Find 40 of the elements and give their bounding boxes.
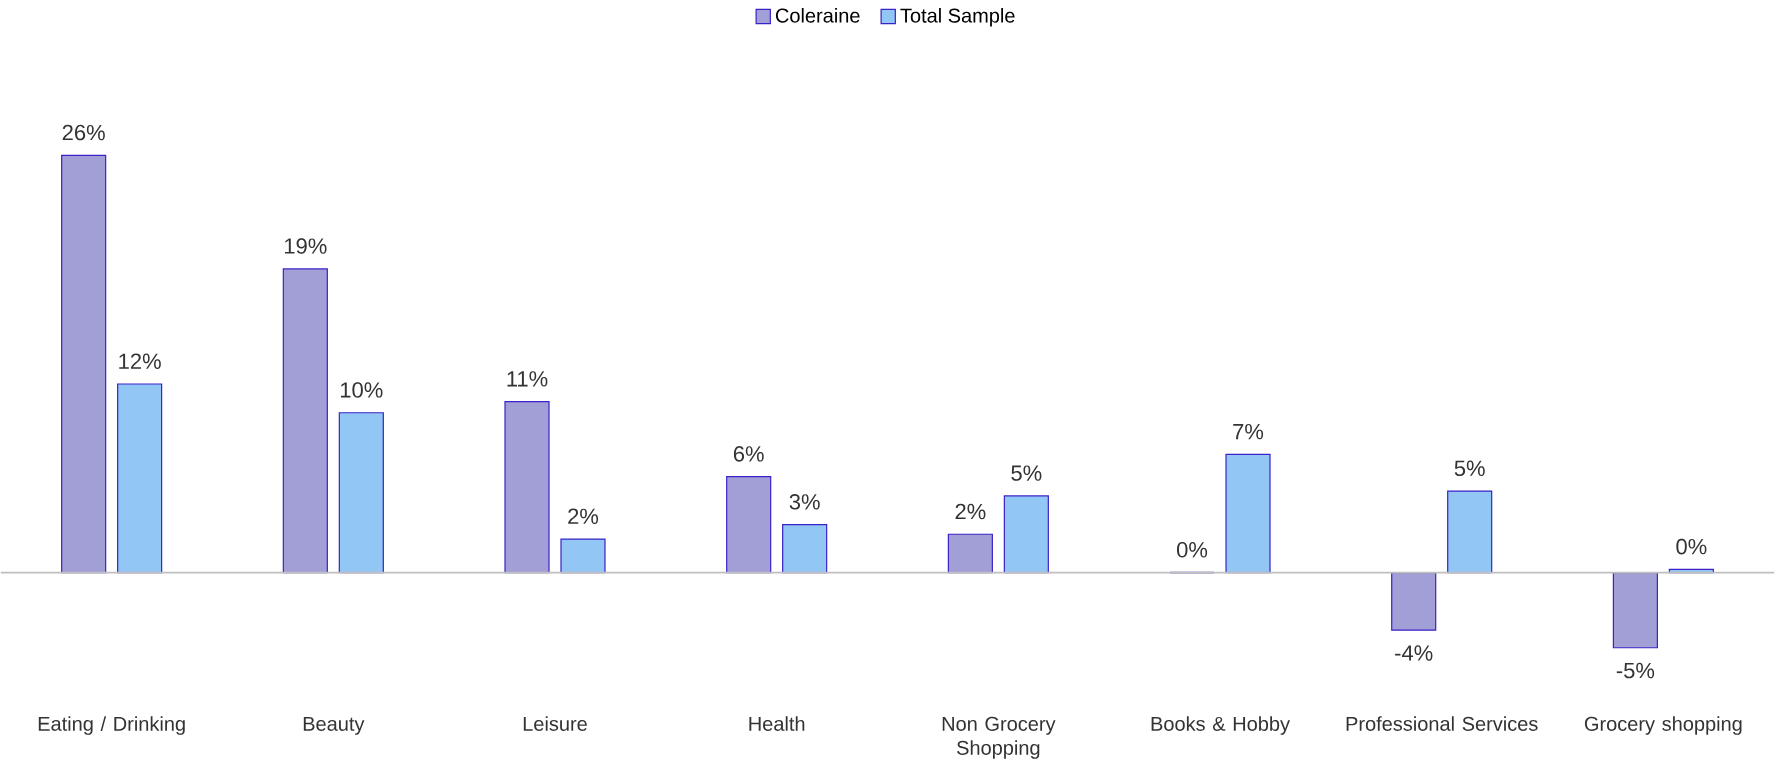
x-tick-label: Leisure bbox=[523, 716, 587, 732]
legend-label: Total Sample bbox=[900, 8, 1015, 27]
data-label: 10% bbox=[340, 382, 383, 398]
data-label: 2% bbox=[568, 508, 599, 525]
bar bbox=[1612, 572, 1658, 649]
data-label: 12% bbox=[119, 353, 161, 370]
data-label: 0% bbox=[1676, 539, 1707, 555]
bar bbox=[1447, 490, 1493, 574]
x-tick-label: Grocery shopping bbox=[1584, 716, 1742, 736]
bar bbox=[282, 268, 328, 574]
x-tick-label: Books & Hobby bbox=[1151, 716, 1290, 736]
bar bbox=[1225, 453, 1271, 574]
bar bbox=[947, 533, 993, 574]
bar bbox=[61, 155, 107, 574]
data-label: 3% bbox=[789, 494, 820, 510]
data-label: 2% bbox=[955, 503, 986, 520]
bar bbox=[726, 476, 772, 574]
data-label: 11% bbox=[507, 371, 548, 387]
data-label: 26% bbox=[62, 125, 105, 141]
data-label: 5% bbox=[1011, 465, 1042, 482]
legend-label: Coleraine bbox=[775, 8, 860, 23]
bar bbox=[782, 524, 828, 574]
data-label: 6% bbox=[733, 446, 764, 462]
bar bbox=[1391, 572, 1437, 632]
x-tick-label: Professional Services bbox=[1346, 716, 1538, 732]
bar bbox=[338, 412, 384, 574]
x-tick-label: Eating / Drinking bbox=[38, 716, 185, 736]
bar bbox=[504, 401, 550, 574]
data-label: 7% bbox=[1233, 424, 1264, 440]
x-tick-label: Beauty bbox=[303, 717, 365, 736]
bar bbox=[117, 383, 163, 574]
data-label: 5% bbox=[1454, 460, 1485, 477]
data-label: -5% bbox=[1616, 663, 1655, 679]
data-label: -4% bbox=[1395, 645, 1433, 661]
bar bbox=[560, 538, 606, 574]
data-label: 0% bbox=[1176, 542, 1208, 558]
data-label: 19% bbox=[284, 238, 327, 255]
bar bbox=[1003, 495, 1049, 574]
x-tick-label: Non Grocery Shopping bbox=[942, 716, 1056, 760]
x-tick-label: Health bbox=[749, 716, 805, 732]
